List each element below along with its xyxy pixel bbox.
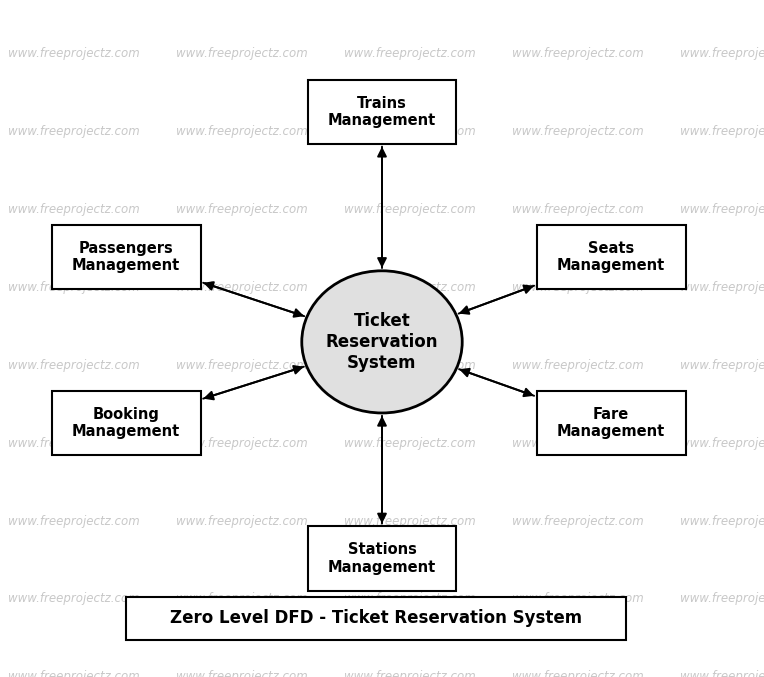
FancyBboxPatch shape bbox=[52, 391, 200, 455]
Text: www.freeprojectz.com: www.freeprojectz.com bbox=[176, 592, 307, 605]
Text: www.freeprojectz.com: www.freeprojectz.com bbox=[512, 592, 643, 605]
FancyBboxPatch shape bbox=[307, 527, 456, 590]
Text: www.freeprojectz.com: www.freeprojectz.com bbox=[344, 670, 475, 677]
Text: www.freeprojectz.com: www.freeprojectz.com bbox=[344, 592, 475, 605]
Text: www.freeprojectz.com: www.freeprojectz.com bbox=[680, 437, 764, 450]
Text: www.freeprojectz.com: www.freeprojectz.com bbox=[680, 281, 764, 294]
Text: www.freeprojectz.com: www.freeprojectz.com bbox=[680, 203, 764, 216]
Text: www.freeprojectz.com: www.freeprojectz.com bbox=[8, 670, 139, 677]
Text: www.freeprojectz.com: www.freeprojectz.com bbox=[8, 592, 139, 605]
Text: www.freeprojectz.com: www.freeprojectz.com bbox=[8, 437, 139, 450]
Text: www.freeprojectz.com: www.freeprojectz.com bbox=[680, 359, 764, 372]
FancyBboxPatch shape bbox=[537, 225, 686, 290]
Text: Booking
Management: Booking Management bbox=[72, 407, 180, 439]
Text: www.freeprojectz.com: www.freeprojectz.com bbox=[176, 437, 307, 450]
Text: www.freeprojectz.com: www.freeprojectz.com bbox=[512, 437, 643, 450]
Text: www.freeprojectz.com: www.freeprojectz.com bbox=[176, 359, 307, 372]
Text: www.freeprojectz.com: www.freeprojectz.com bbox=[344, 203, 475, 216]
Text: www.freeprojectz.com: www.freeprojectz.com bbox=[344, 515, 475, 527]
Text: Seats
Management: Seats Management bbox=[557, 241, 665, 274]
Text: www.freeprojectz.com: www.freeprojectz.com bbox=[512, 670, 643, 677]
Text: www.freeprojectz.com: www.freeprojectz.com bbox=[680, 47, 764, 60]
Text: www.freeprojectz.com: www.freeprojectz.com bbox=[176, 47, 307, 60]
Text: www.freeprojectz.com: www.freeprojectz.com bbox=[512, 203, 643, 216]
Text: www.freeprojectz.com: www.freeprojectz.com bbox=[344, 359, 475, 372]
Text: www.freeprojectz.com: www.freeprojectz.com bbox=[8, 47, 139, 60]
Text: www.freeprojectz.com: www.freeprojectz.com bbox=[8, 359, 139, 372]
FancyBboxPatch shape bbox=[52, 225, 200, 290]
Text: www.freeprojectz.com: www.freeprojectz.com bbox=[176, 281, 307, 294]
Text: Zero Level DFD - Ticket Reservation System: Zero Level DFD - Ticket Reservation Syst… bbox=[170, 609, 582, 628]
Text: www.freeprojectz.com: www.freeprojectz.com bbox=[344, 281, 475, 294]
FancyBboxPatch shape bbox=[307, 79, 456, 144]
Text: www.freeprojectz.com: www.freeprojectz.com bbox=[176, 125, 307, 138]
Text: www.freeprojectz.com: www.freeprojectz.com bbox=[8, 125, 139, 138]
Text: www.freeprojectz.com: www.freeprojectz.com bbox=[512, 515, 643, 527]
Text: www.freeprojectz.com: www.freeprojectz.com bbox=[176, 670, 307, 677]
Text: Passengers
Management: Passengers Management bbox=[72, 241, 180, 274]
Text: www.freeprojectz.com: www.freeprojectz.com bbox=[512, 47, 643, 60]
Text: www.freeprojectz.com: www.freeprojectz.com bbox=[512, 359, 643, 372]
Text: www.freeprojectz.com: www.freeprojectz.com bbox=[512, 125, 643, 138]
Text: www.freeprojectz.com: www.freeprojectz.com bbox=[680, 670, 764, 677]
Text: www.freeprojectz.com: www.freeprojectz.com bbox=[8, 515, 139, 527]
Text: www.freeprojectz.com: www.freeprojectz.com bbox=[344, 125, 475, 138]
Text: www.freeprojectz.com: www.freeprojectz.com bbox=[176, 203, 307, 216]
Text: www.freeprojectz.com: www.freeprojectz.com bbox=[176, 515, 307, 527]
Text: www.freeprojectz.com: www.freeprojectz.com bbox=[8, 203, 139, 216]
Text: www.freeprojectz.com: www.freeprojectz.com bbox=[680, 515, 764, 527]
Text: www.freeprojectz.com: www.freeprojectz.com bbox=[680, 125, 764, 138]
FancyBboxPatch shape bbox=[537, 391, 686, 455]
Circle shape bbox=[302, 271, 462, 413]
Text: Trains
Management: Trains Management bbox=[328, 95, 436, 128]
Text: www.freeprojectz.com: www.freeprojectz.com bbox=[344, 437, 475, 450]
FancyBboxPatch shape bbox=[126, 597, 626, 640]
Text: www.freeprojectz.com: www.freeprojectz.com bbox=[344, 47, 475, 60]
Text: www.freeprojectz.com: www.freeprojectz.com bbox=[8, 281, 139, 294]
Text: Fare
Management: Fare Management bbox=[557, 407, 665, 439]
Text: www.freeprojectz.com: www.freeprojectz.com bbox=[512, 281, 643, 294]
Text: Ticket
Reservation
System: Ticket Reservation System bbox=[325, 312, 439, 372]
Text: www.freeprojectz.com: www.freeprojectz.com bbox=[680, 592, 764, 605]
Text: Stations
Management: Stations Management bbox=[328, 542, 436, 575]
